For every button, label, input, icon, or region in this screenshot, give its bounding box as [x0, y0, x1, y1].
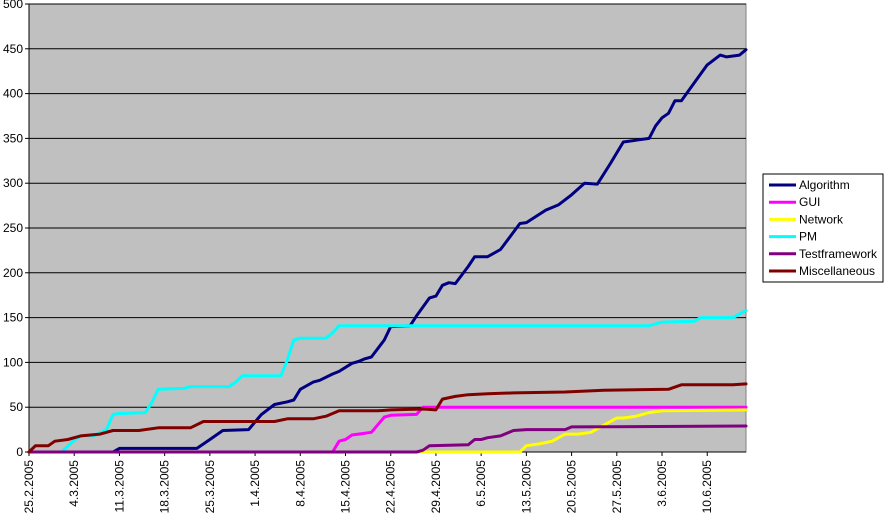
x-tick-label: 25.3.2005 — [203, 460, 217, 514]
legend-label-algorithm: Algorithm — [799, 178, 850, 192]
legend: Algorithm GUI Network PM Testframework Miscel… — [762, 173, 884, 283]
x-tick-label: 8.4.2005 — [293, 460, 307, 507]
legend-label-testframework: Testframework — [799, 247, 878, 261]
y-tick-label: 0 — [16, 445, 23, 459]
x-tick-label: 4.3.2005 — [67, 460, 81, 507]
series-line-gui — [27, 405, 748, 454]
x-tick-label: 27.5.2005 — [610, 460, 624, 514]
legend-label-miscellaneous: Miscellaneous — [799, 264, 875, 278]
y-tick-label: 300 — [3, 176, 23, 190]
legend-box — [762, 173, 884, 283]
series-line-testframework — [27, 424, 748, 454]
series-line-algorithm — [27, 48, 748, 454]
y-tick-label: 50 — [10, 400, 24, 414]
y-tick-label: 250 — [3, 221, 23, 235]
x-tick-label: 18.3.2005 — [158, 460, 172, 514]
y-tick-label: 200 — [3, 266, 23, 280]
y-tick-label: 500 — [3, 0, 23, 11]
x-tick-label: 20.5.2005 — [565, 460, 579, 514]
y-tick-label: 150 — [3, 311, 23, 325]
series-line-network — [27, 408, 748, 454]
y-axis: 0 50 100 150 200 250 300 350 400 450 500 — [3, 0, 30, 459]
series-line-pm — [27, 308, 748, 454]
y-tick-label: 100 — [3, 355, 23, 369]
y-tick-label: 450 — [3, 42, 23, 56]
x-tick-label: 29.4.2005 — [429, 460, 443, 514]
legend-label-pm: PM — [799, 230, 817, 244]
x-tick-label: 15.4.2005 — [339, 460, 353, 514]
series-lines — [27, 48, 748, 454]
x-tick-label: 13.5.2005 — [519, 460, 533, 514]
x-tick-label: 10.6.2005 — [700, 460, 714, 514]
legend-label-gui: GUI — [799, 195, 820, 209]
x-axis: 25.2.2005 4.3.2005 11.3.2005 18.3.2005 25.3.… — [22, 451, 746, 514]
x-tick-label: 22.4.2005 — [384, 460, 398, 514]
x-tick-label: 3.6.2005 — [655, 460, 669, 507]
legend-label-network: Network — [799, 212, 844, 226]
y-tick-label: 350 — [3, 131, 23, 145]
x-tick-label: 6.5.2005 — [474, 460, 488, 507]
y-tick-label: 400 — [3, 87, 23, 101]
x-tick-label: 1.4.2005 — [248, 460, 262, 507]
series-line-miscellaneous — [27, 382, 748, 454]
x-tick-label: 11.3.2005 — [112, 460, 126, 513]
x-tick-label: 25.2.2005 — [22, 460, 36, 514]
